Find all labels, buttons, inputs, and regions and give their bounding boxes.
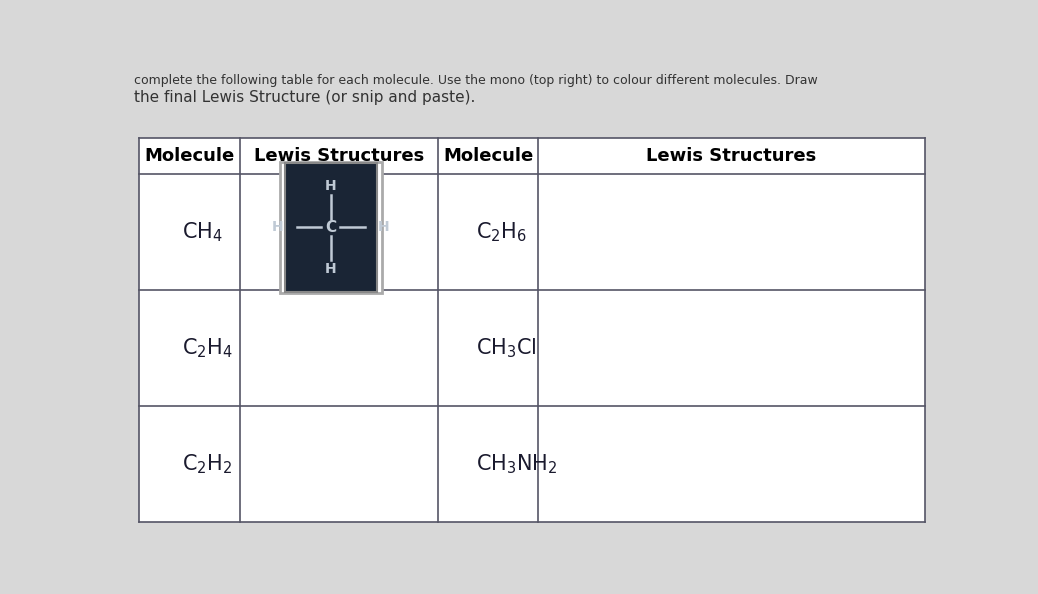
Text: CH$_4$: CH$_4$ — [182, 220, 222, 244]
Text: C$_2$H$_6$: C$_2$H$_6$ — [476, 220, 527, 244]
Text: C$_2$H$_2$: C$_2$H$_2$ — [182, 452, 233, 476]
Text: Molecule: Molecule — [144, 147, 235, 165]
Text: CH$_3$NH$_2$: CH$_3$NH$_2$ — [476, 452, 557, 476]
Text: C: C — [325, 220, 336, 235]
Text: Lewis Structures: Lewis Structures — [253, 147, 424, 165]
Text: the final Lewis Structure (or snip and paste).: the final Lewis Structure (or snip and p… — [134, 90, 475, 105]
Text: Lewis Structures: Lewis Structures — [647, 147, 817, 165]
Text: C$_2$H$_4$: C$_2$H$_4$ — [182, 336, 233, 360]
Text: H: H — [325, 261, 336, 276]
Text: complete the following table for each molecule. Use the mono (top right) to colo: complete the following table for each mo… — [134, 74, 818, 87]
Text: Molecule: Molecule — [443, 147, 534, 165]
Text: H: H — [378, 220, 389, 235]
Text: H: H — [325, 179, 336, 193]
Text: H: H — [272, 220, 283, 235]
Text: CH$_3$Cl: CH$_3$Cl — [476, 336, 537, 360]
